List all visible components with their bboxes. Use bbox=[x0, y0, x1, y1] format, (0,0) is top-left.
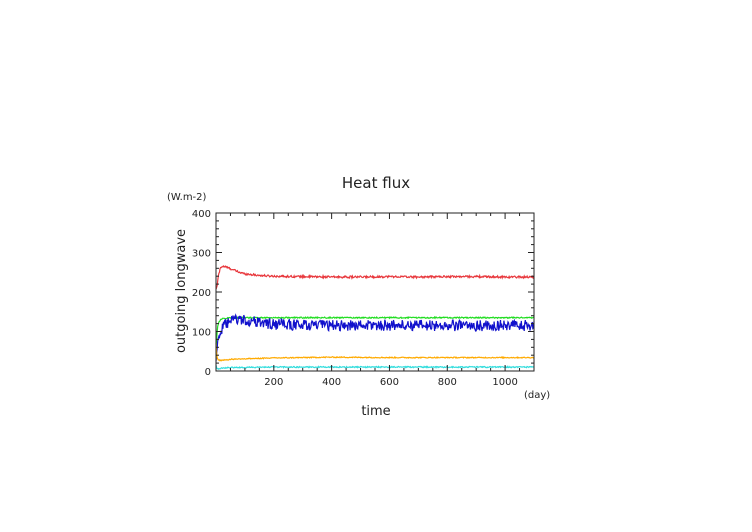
series-line-3 bbox=[215, 313, 535, 362]
y-axis-label: outgoing longwave bbox=[174, 229, 189, 353]
x-tick-label: 400 bbox=[322, 377, 341, 388]
y-tick-label: 300 bbox=[192, 249, 211, 260]
series-layer bbox=[215, 265, 535, 371]
y-tick-label: 0 bbox=[205, 367, 211, 378]
ticks-layer: 200 400 600 800 1000 0 100 200 300 400 bbox=[192, 209, 534, 388]
y-tick-label: 100 bbox=[192, 328, 211, 339]
series-line-4 bbox=[215, 343, 535, 362]
x-axis-label: time bbox=[361, 404, 390, 419]
y-axis-unit: (W.m-2) bbox=[167, 192, 207, 203]
x-axis-unit: (day) bbox=[524, 390, 550, 401]
chart-title: Heat flux bbox=[342, 174, 410, 192]
x-tick-label: 600 bbox=[380, 377, 399, 388]
x-tick-label: 800 bbox=[438, 377, 457, 388]
x-tick-label: 1000 bbox=[492, 377, 517, 388]
plot-frame bbox=[215, 212, 535, 372]
series-line-2 bbox=[215, 315, 535, 348]
series-line-1 bbox=[215, 265, 535, 290]
y-tick-label: 400 bbox=[192, 209, 211, 220]
y-tick-label: 200 bbox=[192, 288, 211, 299]
x-tick-label: 200 bbox=[264, 377, 283, 388]
series-line-5 bbox=[215, 365, 535, 371]
